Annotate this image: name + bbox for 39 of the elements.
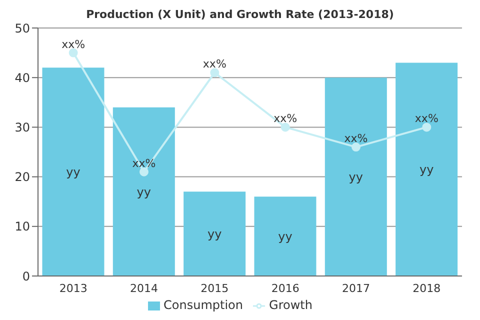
bar [112, 107, 175, 276]
bar [254, 196, 316, 276]
data-label: xx% [62, 38, 86, 51]
data-label: yy [66, 165, 80, 180]
y-tick-label: 50 [14, 21, 30, 36]
bar [184, 192, 246, 276]
x-tick-label: 2014 [130, 282, 158, 295]
point [210, 68, 220, 78]
data-label: yy [207, 227, 222, 242]
bar [396, 62, 458, 276]
data-label: yy [278, 230, 292, 244]
data-label: yy [419, 162, 434, 177]
y-tick-label: 0 [22, 269, 30, 284]
legend-label: Consumption [164, 298, 244, 312]
data-label: xx% [414, 112, 438, 126]
legend-label: Growth [269, 298, 312, 312]
y-tick-label: 20 [14, 170, 30, 184]
bar [42, 68, 104, 276]
bar [324, 78, 387, 276]
x-tick-label: 2015 [200, 282, 229, 295]
chart-title: Production (X Unit) and Growth Rate (2013-2018) [85, 8, 395, 22]
data-label: xx% [344, 132, 368, 146]
point [280, 122, 290, 132]
data-label: xx% [132, 156, 156, 170]
y-tick-label: 40 [14, 70, 30, 85]
x-tick-label: 2017 [342, 282, 370, 295]
y-tick-label: 10 [14, 220, 30, 234]
y-tick-label: 30 [14, 120, 30, 134]
point [68, 48, 78, 58]
point [422, 122, 432, 132]
x-tick-label: 2018 [412, 282, 441, 295]
x-tick-label: 2013 [59, 282, 88, 295]
point [140, 167, 148, 176]
data-label: xx% [202, 58, 226, 71]
point [352, 142, 360, 152]
x-tick-label: 2016 [271, 282, 300, 295]
data-label: xx% [274, 112, 298, 126]
data-label: yy [348, 170, 364, 184]
data-label: yy [136, 184, 152, 199]
